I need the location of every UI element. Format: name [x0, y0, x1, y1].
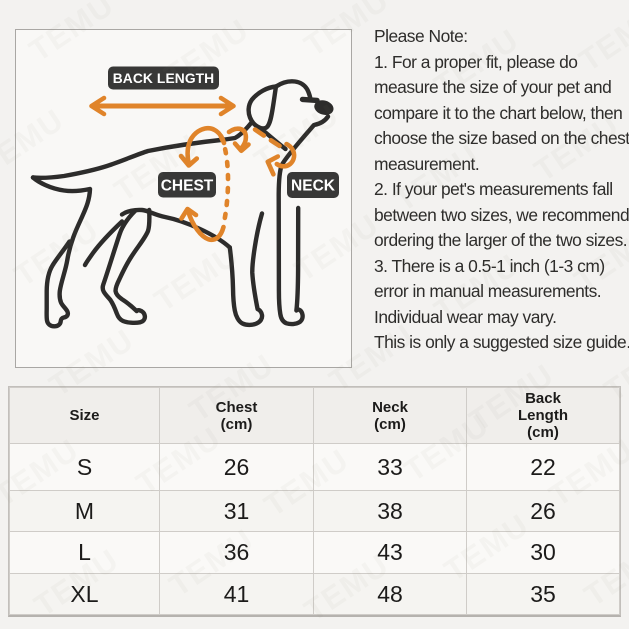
svg-text:NECK: NECK — [291, 178, 336, 195]
svg-text:BACK LENGTH: BACK LENGTH — [113, 71, 215, 86]
svg-text:CHEST: CHEST — [161, 178, 214, 195]
